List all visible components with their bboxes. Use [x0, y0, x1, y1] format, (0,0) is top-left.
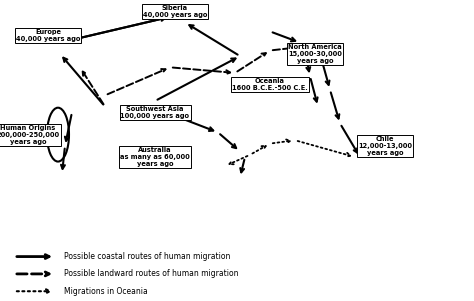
- Text: Possible landward routes of human migration: Possible landward routes of human migrat…: [64, 269, 238, 278]
- Text: Oceania
1600 B.C.E.-500 C.E.: Oceania 1600 B.C.E.-500 C.E.: [232, 78, 308, 91]
- Text: Chile
12,000-13,000
years ago: Chile 12,000-13,000 years ago: [358, 136, 412, 156]
- Text: Australia
as many as 60,000
years ago: Australia as many as 60,000 years ago: [120, 147, 190, 167]
- Text: Siberia
40,000 years ago: Siberia 40,000 years ago: [143, 5, 207, 18]
- Text: Migrations in Oceania: Migrations in Oceania: [64, 287, 148, 296]
- Text: North America
15,000-30,000
years ago: North America 15,000-30,000 years ago: [288, 44, 342, 64]
- Text: Southwest Asia
100,000 years ago: Southwest Asia 100,000 years ago: [120, 106, 190, 119]
- Text: Europe
40,000 years ago: Europe 40,000 years ago: [16, 29, 80, 42]
- Text: Possible coastal routes of human migration: Possible coastal routes of human migrati…: [64, 252, 230, 261]
- Text: Human Origins
200,000-250,000
years ago: Human Origins 200,000-250,000 years ago: [0, 125, 60, 144]
